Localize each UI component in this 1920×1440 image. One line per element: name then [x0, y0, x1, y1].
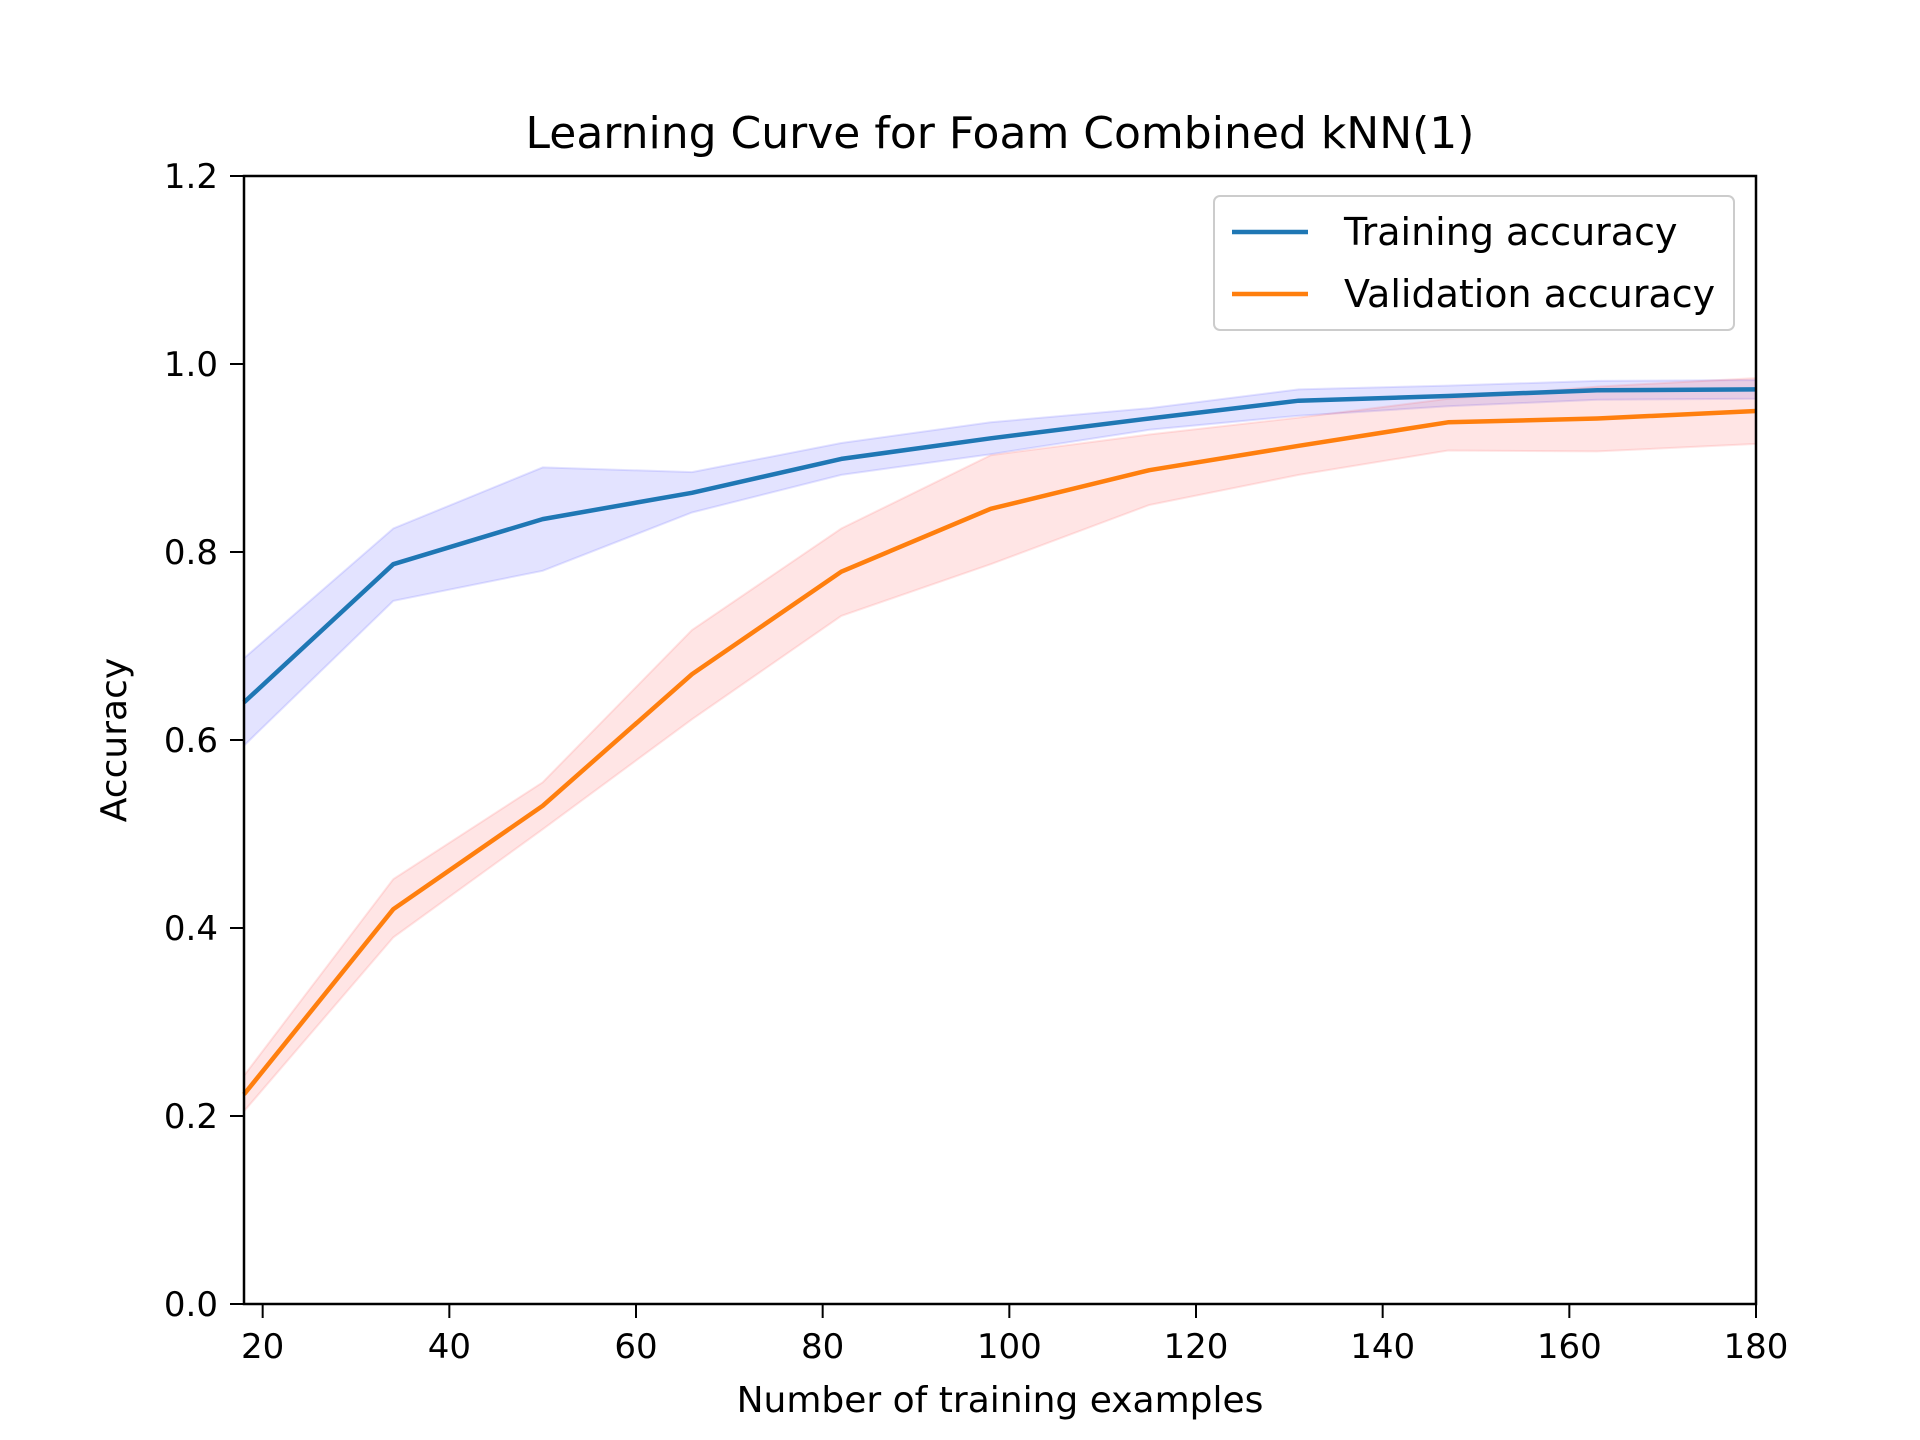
x-tick-label: 80 — [801, 1327, 844, 1367]
y-axis-ticks: 0.0 0.2 0.4 0.6 0.8 1.0 1.2 — [164, 157, 244, 1325]
legend-label-validation: Validation accuracy — [1344, 272, 1715, 316]
y-tick-label: 0.0 — [164, 1285, 218, 1325]
x-axis-label: Number of training examples — [737, 1380, 1264, 1421]
x-tick-label: 140 — [1350, 1327, 1415, 1367]
legend-label-training: Training accuracy — [1343, 210, 1677, 254]
x-tick-label: 160 — [1537, 1327, 1602, 1367]
y-axis-label: Accuracy — [94, 658, 135, 822]
y-tick-label: 0.6 — [164, 721, 218, 761]
y-tick-label: 0.8 — [164, 533, 218, 573]
x-tick-label: 20 — [241, 1327, 284, 1367]
x-tick-label: 180 — [1724, 1327, 1789, 1367]
chart-title: Learning Curve for Foam Combined kNN(1) — [526, 108, 1475, 159]
x-tick-label: 100 — [977, 1327, 1042, 1367]
x-axis-ticks: 20 40 60 80 100 120 140 160 180 — [241, 1304, 1788, 1367]
x-tick-label: 120 — [1164, 1327, 1229, 1367]
y-tick-label: 0.2 — [164, 1097, 218, 1137]
series-lines — [242, 387, 1757, 1096]
y-tick-label: 1.2 — [164, 157, 218, 197]
y-tick-label: 0.4 — [164, 909, 218, 949]
legend-box — [1213, 195, 1735, 331]
x-tick-label: 40 — [428, 1327, 471, 1367]
x-tick-label: 60 — [614, 1327, 657, 1367]
y-tick-label: 1.0 — [164, 345, 218, 385]
legend: Training accuracy Validation accuracy — [1213, 195, 1735, 331]
